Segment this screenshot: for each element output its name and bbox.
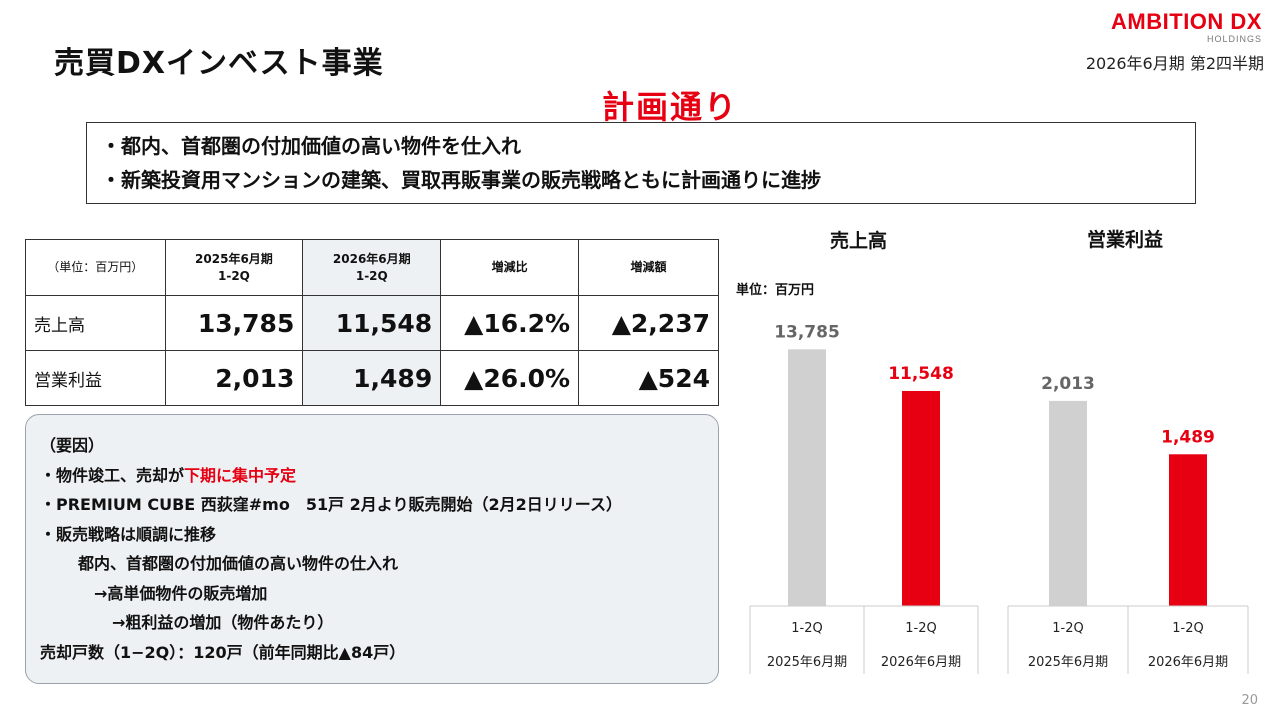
axis-label-fy2025: 2025年6月期 <box>767 655 847 670</box>
factor-line-1: ・物件竣工、売却が下期に集中予定 <box>40 461 704 491</box>
factors-heading: （要因） <box>40 436 105 455</box>
sales-value-label-2: 11,548 <box>888 364 954 384</box>
table-row-operating-profit: 営業利益 2,013 1,489 ▲26.0% ▲524 <box>25 350 719 406</box>
category-axis-table <box>749 605 1249 674</box>
axis-label-fy2025: 2025年6月期 <box>1028 655 1108 670</box>
financial-table: （単位：百万円） 2025年6月期 1-2Q 2026年6月期 1-2Q 増減比… <box>25 239 719 406</box>
axis-label-fy2026: 2026年6月期 <box>881 655 961 670</box>
factors-box: （要因） ・物件竣工、売却が下期に集中予定 ・PREMIUM CUBE 西荻窪#… <box>25 414 719 684</box>
profit-chart-title: 営業利益 <box>1087 229 1164 251</box>
chart-unit-note: 単位：百万円 <box>736 283 815 298</box>
prev-period-header: 2025年6月期 1-2Q <box>164 239 304 296</box>
sales-bar-2 <box>902 390 940 606</box>
prev-period-year: 2025年6月期 <box>195 251 273 266</box>
logo-sub-text: HOLDINGS <box>1206 34 1262 44</box>
company-logo: AMBITION DX HOLDINGS <box>1111 9 1262 45</box>
prev-value: 2,013 <box>164 350 304 406</box>
curr-value: 11,548 <box>302 295 442 351</box>
logo-main-text: AMBITION DX <box>1111 9 1262 34</box>
curr-value: 1,489 <box>302 350 442 406</box>
curr-period-header: 2026年6月期 1-2Q <box>302 239 442 296</box>
factor-line-3: ・販売戦略は順調に推移 <box>40 524 217 544</box>
factor-line-5: →高単価物件の販売増加 <box>94 583 268 603</box>
unit-header: （単位：百万円） <box>25 239 166 296</box>
sales-chart-title: 売上高 <box>830 230 888 252</box>
factor-line-7: 売却戸数（1−2Q）：120戸（前年同期比▲84戸） <box>40 642 406 662</box>
curr-period-quarter: 1-2Q <box>355 268 388 283</box>
factor-line-6: →粗利益の増加（物件あたり） <box>112 613 334 632</box>
diff-value: ▲2,237 <box>578 295 719 351</box>
diff-header: 増減額 <box>578 239 719 296</box>
page-title: 売買DXインベスト事業 <box>54 46 384 81</box>
summary-line-1: ・都内、首都圏の付加価値の高い物件を仕入れ <box>101 134 521 158</box>
factor-line-2: ・PREMIUM CUBE 西荻窪#mo 51戸 2月より販売開始（2月2日リリ… <box>40 495 622 514</box>
ratio-value: ▲26.0% <box>440 350 580 406</box>
curr-period-year: 2026年6月期 <box>332 251 411 266</box>
axis-label-quarter: 1-2Q <box>905 621 936 636</box>
profit-value-label-1: 2,013 <box>1041 374 1095 394</box>
profit-bar-1 <box>1049 400 1087 606</box>
factor-line-1-text: ・物件竣工、売却が <box>40 465 185 485</box>
plan-status-heading: 計画通り <box>601 88 738 126</box>
prev-value: 13,785 <box>164 295 304 351</box>
axis-label-quarter: 1-2Q <box>1172 621 1203 636</box>
fiscal-period: 2026年6月期 第2四半期 <box>1085 54 1264 73</box>
summary-box: ・都内、首都圏の付加価値の高い物件を仕入れ ・新築投資用マンションの建築、買取再… <box>86 122 1196 204</box>
sales-bar-1 <box>788 349 826 606</box>
axis-label-fy2026: 2026年6月期 <box>1148 655 1228 670</box>
ratio-header: 増減比 <box>440 239 580 296</box>
table-header-row: （単位：百万円） 2025年6月期 1-2Q 2026年6月期 1-2Q 増減比… <box>25 239 719 296</box>
axis-label-quarter: 1-2Q <box>791 621 822 636</box>
bar-charts: 13,785 11,548 2,013 1,489 1-2Q 1-2Q 1-2Q 1-… <box>749 322 1249 674</box>
sales-value-label-1: 13,785 <box>774 322 840 342</box>
axis-label-quarter: 1-2Q <box>1052 621 1083 636</box>
row-label: 営業利益 <box>25 350 166 406</box>
page-number: 20 <box>1241 693 1258 708</box>
factor-line-1-highlight: 下期に集中予定 <box>184 465 297 485</box>
table-row-sales: 売上高 13,785 11,548 ▲16.2% ▲2,237 <box>25 295 719 351</box>
diff-value: ▲524 <box>578 350 719 406</box>
prev-period-quarter: 1-2Q <box>217 268 250 283</box>
summary-line-2: ・新築投資用マンションの建築、買取再販事業の販売戦略ともに計画通りに進捗 <box>101 168 821 192</box>
row-label: 売上高 <box>25 295 166 351</box>
ratio-value: ▲16.2% <box>440 295 580 351</box>
profit-bar-2 <box>1169 454 1207 606</box>
profit-value-label-2: 1,489 <box>1161 427 1215 447</box>
factor-line-4: 都内、首都圏の付加価値の高い物件の仕入れ <box>78 554 399 573</box>
